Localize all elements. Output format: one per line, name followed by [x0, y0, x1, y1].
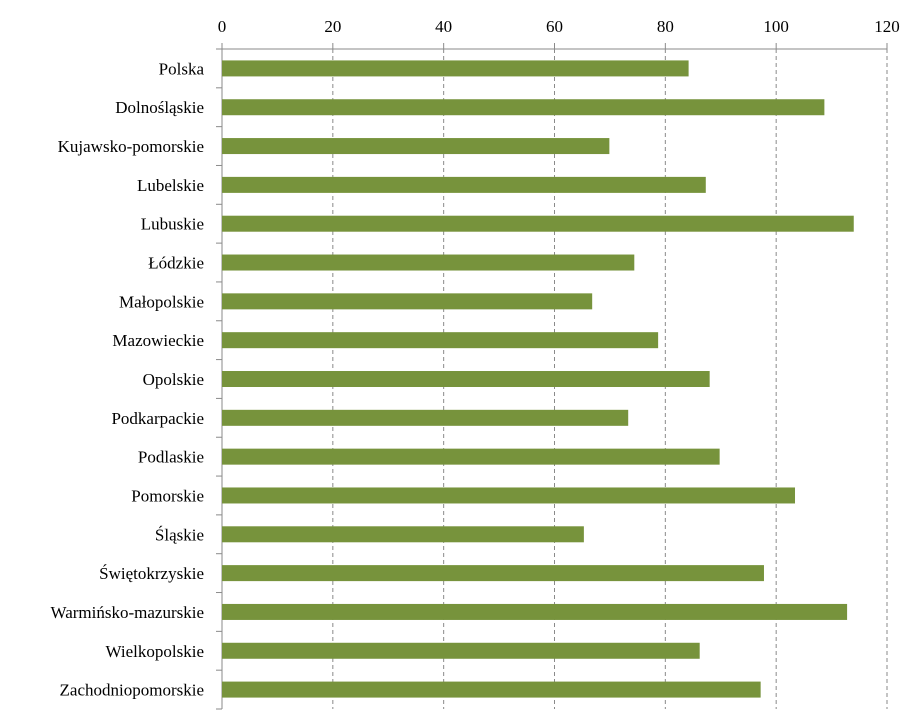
bar: [222, 681, 761, 698]
bar: [222, 176, 706, 193]
bar: [222, 293, 593, 310]
x-tick-label: 0: [218, 17, 227, 36]
bar: [222, 371, 710, 387]
bar: [222, 565, 764, 582]
category-label: Małopolskie: [119, 292, 204, 311]
x-tick-label: 40: [435, 17, 452, 36]
bar: [222, 603, 848, 620]
category-label: Podlaskie: [138, 448, 204, 467]
category-label: Łódzkie: [148, 254, 204, 273]
bar: [222, 448, 720, 465]
bar: [222, 409, 629, 426]
category-label: Polska: [159, 59, 205, 78]
bar: [222, 526, 584, 543]
bar: [222, 642, 700, 659]
category-label: Wielkopolskie: [106, 642, 204, 661]
bar: [222, 138, 610, 155]
x-tick-label: 100: [763, 17, 789, 36]
category-label: Dolnośląskie: [115, 98, 204, 117]
category-label: Świętokrzyskie: [99, 564, 204, 583]
x-tick-label: 80: [657, 17, 674, 36]
category-labels: Polska Dolnośląskie Kujawsko-pomorskie Lube…: [51, 59, 205, 699]
category-label: Opolskie: [143, 370, 204, 389]
bar: [222, 254, 635, 271]
category-label: Kujawsko-pomorskie: [58, 137, 204, 156]
category-label: Lubuskie: [141, 215, 204, 234]
bar: [222, 332, 659, 349]
bar: [222, 215, 854, 232]
x-tick-label: 120: [874, 17, 900, 36]
bar: [222, 60, 689, 77]
x-tick-label: 20: [324, 17, 341, 36]
x-tick-label: 60: [546, 17, 563, 36]
bar: [222, 99, 825, 116]
category-label: Śląskie: [155, 525, 204, 544]
bar: [222, 487, 796, 504]
bars: [222, 60, 854, 698]
category-label: Pomorskie: [131, 486, 204, 505]
category-label: Mazowieckie: [112, 331, 204, 350]
category-label: Podkarpackie: [111, 409, 204, 428]
category-label: Warmińsko-mazurskie: [51, 603, 204, 622]
category-label: Zachodniopomorskie: [60, 681, 204, 700]
category-label: Lubelskie: [137, 176, 204, 195]
x-axis-tick-labels: 0 20 40 60 80 100 120: [218, 17, 900, 36]
